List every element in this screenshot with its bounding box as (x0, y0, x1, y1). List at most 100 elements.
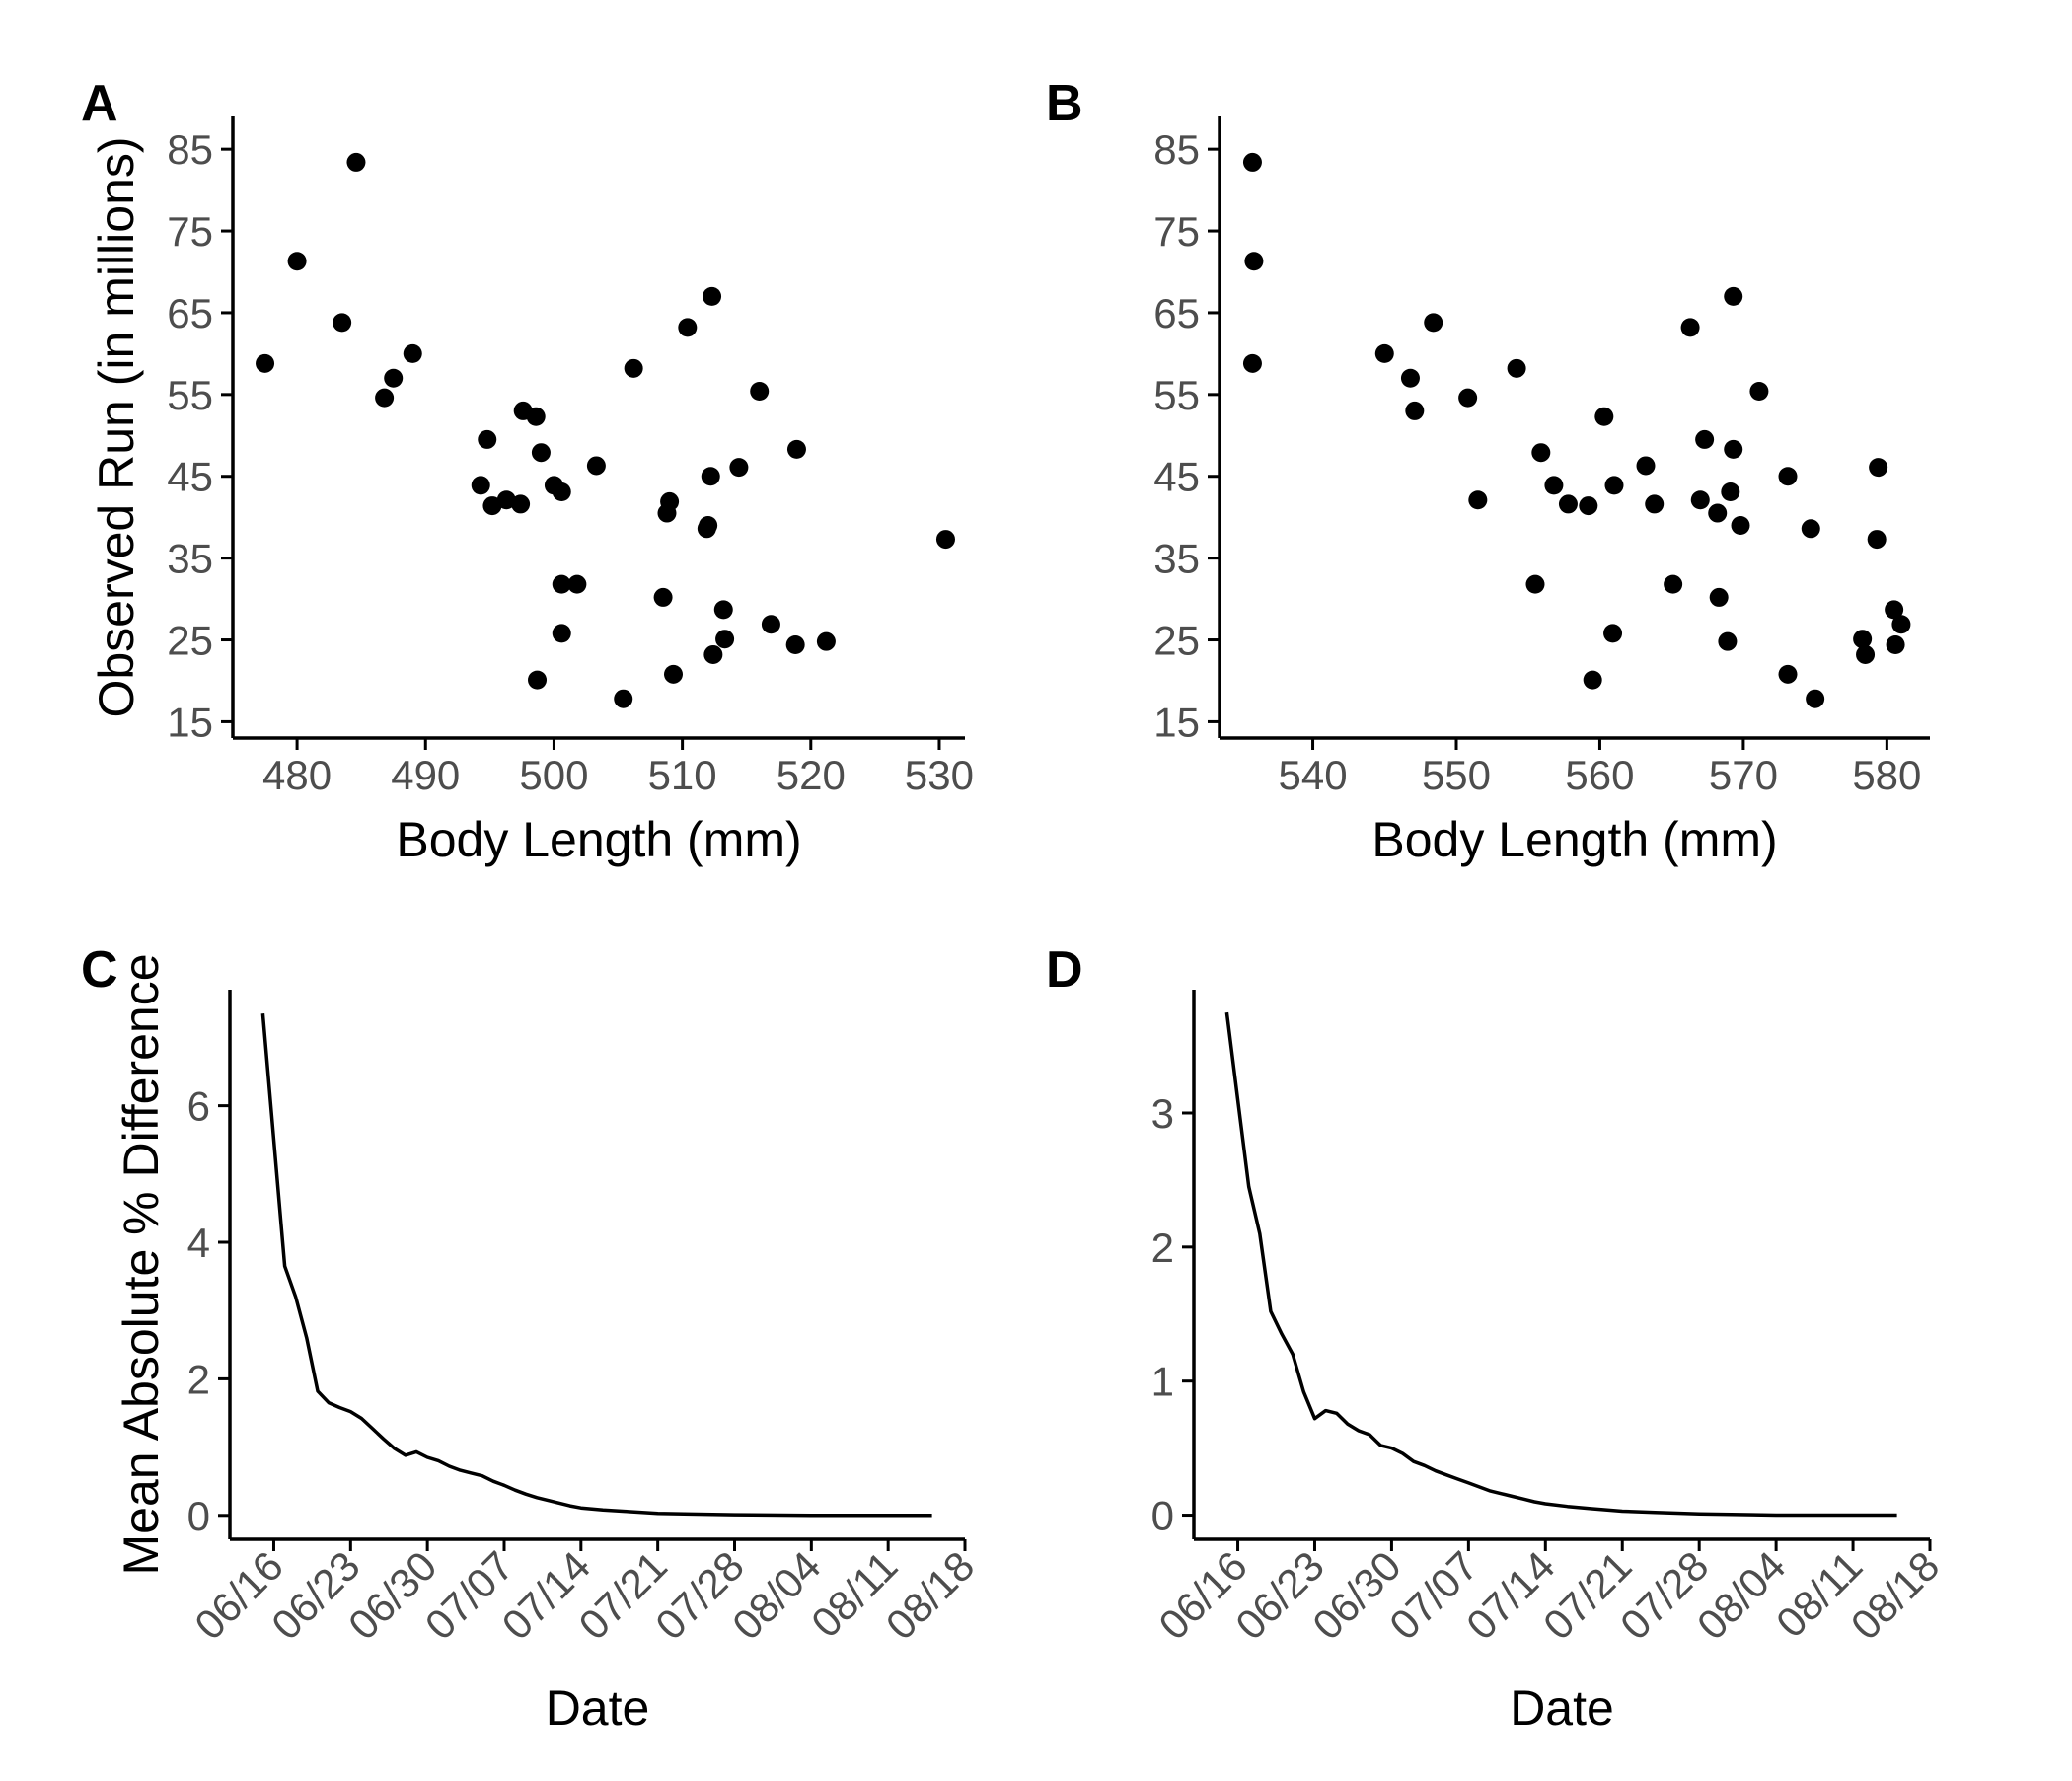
data-point (531, 443, 551, 463)
x-tick-label: 07/21 (569, 1542, 676, 1649)
x-axis-title: Body Length (mm) (1371, 812, 1777, 867)
data-point (1695, 429, 1715, 449)
panel-label: D (1046, 941, 1083, 999)
y-tick-label: 1 (1151, 1359, 1174, 1405)
data-point (1664, 574, 1683, 594)
data-point (729, 458, 749, 478)
data-point (1708, 503, 1728, 523)
data-point (1690, 490, 1710, 510)
data-point (1424, 313, 1443, 333)
x-tick-label: 580 (1852, 752, 1921, 798)
data-point (699, 515, 718, 535)
data-point (256, 353, 275, 373)
data-point (703, 286, 722, 306)
y-tick-label: 0 (187, 1493, 210, 1539)
data-point (1603, 624, 1623, 643)
data-point (1604, 476, 1624, 495)
x-tick-label: 08/18 (877, 1542, 984, 1649)
data-point (1869, 458, 1888, 478)
panel-label: C (81, 941, 118, 999)
data-point (624, 358, 643, 378)
x-tick-label: 06/30 (1303, 1542, 1410, 1649)
x-tick-label: 500 (519, 752, 588, 798)
x-tick-label: 07/21 (1534, 1542, 1641, 1649)
data-point (1405, 401, 1425, 420)
series-line (260, 1013, 932, 1518)
x-tick-label: 570 (1709, 752, 1778, 798)
panel-label: B (1046, 75, 1083, 132)
data-point (586, 456, 606, 476)
panel-a: A 15 25 35 45 55 65 75 85 480 490 500 510 520 530 Body … (81, 75, 974, 867)
x-axis-title: Body Length (mm) (396, 812, 801, 867)
data-point (375, 388, 395, 408)
data-point (1244, 252, 1264, 271)
data-point (750, 382, 770, 402)
data-point (935, 530, 955, 550)
y-axis-title: Observed Run (in millions) (89, 136, 144, 717)
data-point (384, 368, 404, 388)
data-point (1718, 631, 1738, 651)
y-tick-label: 75 (167, 208, 213, 255)
y-tick-label: 4 (187, 1220, 210, 1266)
x-tick-label: 08/18 (1842, 1542, 1949, 1649)
x-tick-label: 06/23 (1226, 1542, 1333, 1649)
data-point (1242, 353, 1262, 373)
x-tick-label: 06/23 (262, 1542, 369, 1649)
data-point (1778, 664, 1798, 684)
data-point (552, 482, 571, 501)
data-point (1468, 490, 1488, 510)
x-tick-label: 07/14 (493, 1542, 600, 1649)
y-tick-label: 85 (1153, 126, 1200, 173)
x-tick-label: 06/16 (185, 1542, 292, 1649)
y-tick-label: 15 (167, 699, 213, 745)
series-line (1224, 1011, 1897, 1518)
data-point (552, 624, 571, 643)
data-point (1778, 467, 1798, 486)
x-tick-label: 07/14 (1457, 1542, 1564, 1649)
y-tick-label: 25 (1153, 618, 1200, 664)
data-point (478, 429, 497, 449)
y-tick-label: 0 (1151, 1493, 1174, 1539)
panel-b: B 15 25 35 45 55 65 75 85 540 550 560 570 580 Body Len… (1046, 75, 1930, 867)
data-point (653, 587, 673, 607)
y-tick-label: 45 (1153, 454, 1200, 500)
data-point (678, 318, 698, 337)
data-point (496, 490, 516, 510)
x-tick-label: 560 (1565, 752, 1634, 798)
data-point (1525, 574, 1545, 594)
x-tick-label: 07/28 (1611, 1542, 1718, 1649)
x-tick-label: 07/28 (646, 1542, 753, 1649)
data-point (1853, 630, 1873, 649)
data-point (1579, 496, 1598, 516)
data-point (1801, 519, 1820, 539)
x-axis-title: Date (1510, 1680, 1614, 1736)
x-tick-label: 08/04 (723, 1542, 830, 1649)
y-axis-title: Mean Absolute % Difference (113, 953, 169, 1575)
data-point (346, 152, 366, 172)
y-tick-label: 6 (187, 1083, 210, 1130)
data-point (701, 467, 720, 486)
x-tick-label: 490 (391, 752, 460, 798)
x-tick-label: 08/04 (1688, 1542, 1795, 1649)
data-point (287, 252, 307, 271)
data-point (528, 670, 548, 690)
panel-c: C 0 2 4 6 06/1606/2306/3007/0707/1407/2107/28… (81, 941, 983, 1736)
panel-label: A (81, 75, 118, 132)
y-tick-label: 35 (1153, 536, 1200, 582)
x-tick-label: 08/11 (1767, 1542, 1871, 1646)
data-point (1558, 494, 1578, 514)
y-tick-label: 25 (167, 618, 213, 664)
data-point (1885, 600, 1904, 620)
data-point (511, 494, 531, 514)
data-point (526, 407, 546, 426)
data-point (1856, 644, 1876, 664)
data-point (660, 491, 680, 511)
x-tick-label: 510 (648, 752, 717, 798)
data-point (816, 631, 836, 651)
y-tick-label: 15 (1153, 699, 1200, 745)
y-tick-label: 55 (167, 372, 213, 418)
y-tick-label: 85 (167, 126, 213, 173)
y-tick-label: 35 (167, 536, 213, 582)
data-point (1531, 443, 1551, 463)
